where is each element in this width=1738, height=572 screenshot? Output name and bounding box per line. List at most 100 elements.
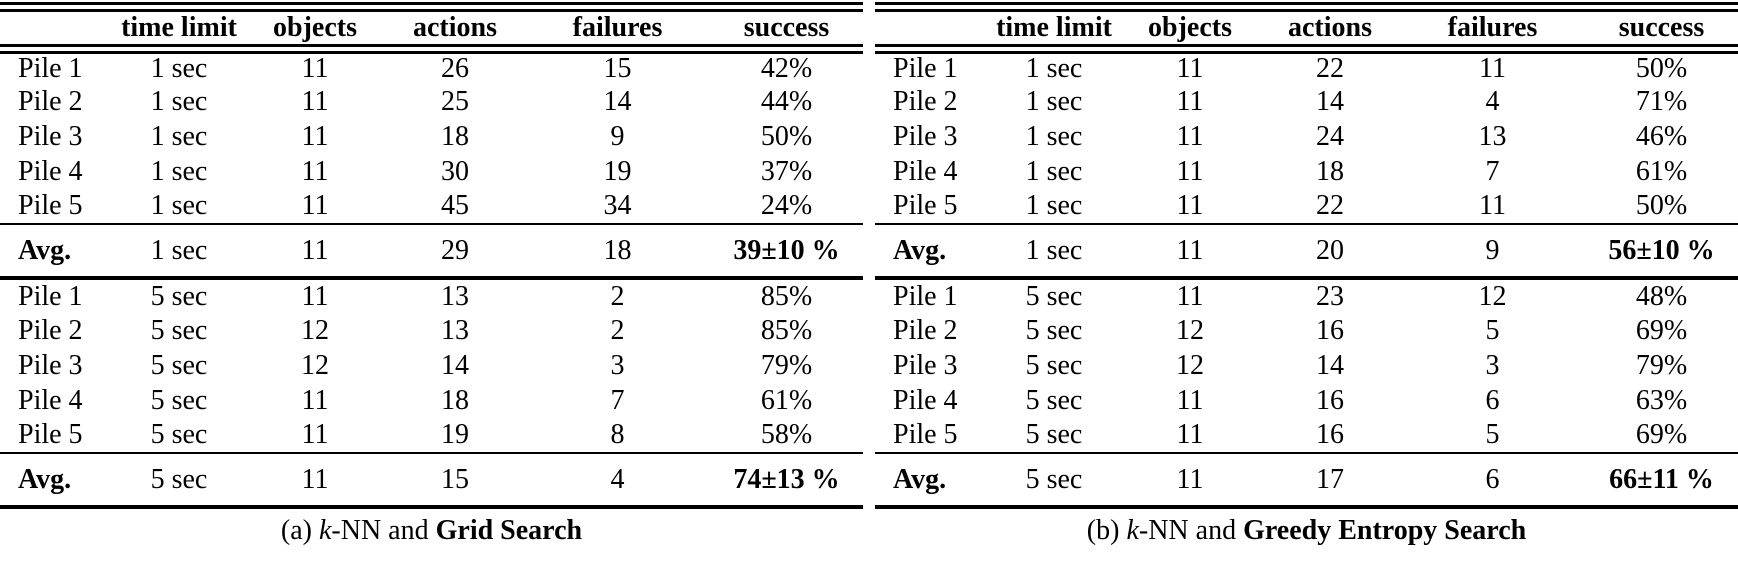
cell: 11 [301,384,329,416]
cell: 8 [610,419,625,450]
cell: 1 sec [1025,85,1083,117]
cell: 1 sec [150,53,208,84]
column-header: failures [1447,12,1538,43]
cell: 79% [760,349,813,381]
caption-label: (a) [280,515,312,546]
average-row: Avg. 1 sec 11 20 9 56±10 % [875,224,1738,278]
caption-knn-k: k [1126,515,1139,546]
paper-results-tables: time limit objects actions failures success P… [0,2,1738,547]
cell: 11 [1176,85,1204,117]
cell: 16 [1316,314,1344,346]
row-label: Pile 3 [893,120,958,152]
column-header: objects [273,12,357,43]
cell: 5 sec [150,463,208,495]
cell: 1 sec [150,120,208,152]
row-label: Pile 5 [893,419,958,450]
column-header: actions [413,12,497,43]
table-row: Pile 1 1 sec 11 22 11 50% [875,49,1738,84]
cell: 85% [760,314,813,346]
table-row: Pile 3 5 sec 12 14 3 79% [875,348,1738,383]
cell: 37% [760,155,813,187]
average-section: Avg. 5 sec 11 15 4 74±13 % [0,453,863,507]
average-row: Avg. 5 sec 11 15 4 74±13 % [0,453,863,507]
cell: 11 [301,53,329,84]
cell: 5 sec [150,280,208,312]
cell: 11 [301,419,329,450]
column-header: success [1618,12,1705,43]
cell: 3 [610,349,625,381]
cell: 4 [1485,85,1500,117]
cell: 1 sec [150,85,208,117]
row-label: Avg. [893,234,947,266]
row-label: Pile 3 [18,120,83,152]
cell: 6 [1485,463,1500,495]
cell: 11 [1176,384,1204,416]
row-label: Pile 1 [18,53,83,84]
average-row: Avg. 1 sec 11 29 18 39±10 % [0,224,863,278]
table-row: Pile 1 5 sec 11 23 12 48% [875,278,1738,313]
cell: 46% [1635,120,1688,152]
cell: 50% [1635,53,1688,84]
cell: 15 [603,53,632,84]
table-row: Pile 3 5 sec 12 14 3 79% [0,348,863,383]
cell: 22 [1316,53,1344,84]
caption-knn-k: k [318,515,332,546]
cell: 13 [1478,120,1507,152]
cell: 25 [441,85,469,117]
cell: 5 sec [1025,280,1083,312]
table-row: Pile 1 1 sec 11 26 15 42% [0,49,863,84]
table-row: Pile 5 5 sec 11 16 5 69% [875,418,1738,453]
cell: 24 [1316,120,1344,152]
cell: 11 [1479,190,1506,221]
cell: 12 [301,349,329,381]
cell: 11 [1176,463,1204,495]
cell: 11 [301,280,329,312]
row-label: Pile 3 [18,349,83,381]
row-label: Avg. [18,234,72,266]
cell: 5 sec [150,349,208,381]
table-caption-b: (b) k-NN and Greedy Entropy Search [875,515,1738,547]
row-label: Pile 5 [18,190,83,221]
column-header [0,7,113,49]
cell: 5 [1485,314,1500,346]
cell: 16 [1316,384,1344,416]
cell: 13 [441,280,469,312]
row-label: Pile 3 [893,349,958,381]
cell: 1 sec [150,190,208,221]
row-label: Pile 2 [893,314,958,346]
caption-knn-text: -NN and [331,515,429,546]
results-table-grid-search: time limit objects actions failures success P… [0,2,863,509]
cell: 11 [301,463,329,495]
row-label: Pile 1 [893,53,958,84]
table-row: Pile 5 1 sec 11 45 34 24% [0,189,863,224]
cell: 20 [1316,234,1344,266]
cell: 14 [441,349,469,381]
cell: 18 [603,234,632,266]
row-label: Avg. [893,463,947,495]
column-header: success [743,12,830,43]
results-figure-b: time limit objects actions failures success P… [875,2,1738,547]
row-label: Pile 2 [18,85,83,117]
cell: 61% [1635,155,1688,187]
average-section: Avg. 1 sec 11 20 9 56±10 % [875,224,1738,278]
cell: 11 [301,120,329,152]
row-label: Pile 5 [893,190,958,221]
table-row: Pile 4 5 sec 11 16 6 63% [875,383,1738,418]
cell: 79% [1635,349,1688,381]
cell: 22 [1316,190,1344,221]
average-row: Avg. 5 sec 11 17 6 66±11 % [875,453,1738,507]
cell: 4 [610,463,625,495]
column-header: failures [572,12,663,43]
cell: 11 [1176,190,1204,221]
cell: 18 [441,384,469,416]
column-header: actions [1288,12,1372,43]
row-label: Pile 1 [893,280,958,312]
cell: 29 [441,234,469,266]
row-label: Pile 2 [893,85,958,117]
cell: 19 [603,155,632,187]
row-label: Pile 4 [18,384,83,416]
row-label: Pile 4 [893,155,958,187]
cell: 5 [1485,419,1500,450]
results-table-greedy-entropy-search: time limit objects actions failures success P… [875,2,1738,509]
